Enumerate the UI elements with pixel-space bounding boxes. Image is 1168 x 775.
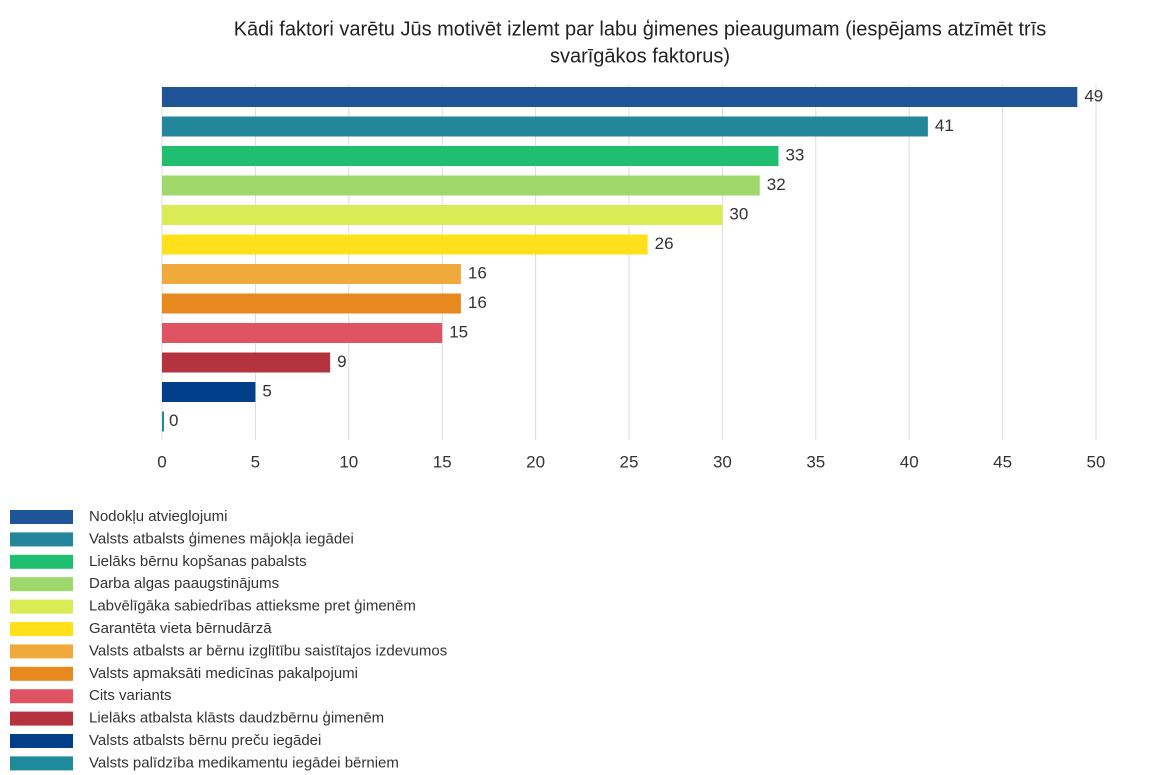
bar bbox=[162, 352, 331, 373]
x-tick-label: 20 bbox=[526, 452, 545, 471]
value-label: 9 bbox=[337, 352, 346, 371]
value-label: 16 bbox=[468, 263, 487, 282]
legend-label: Valsts atbalsts ģimenes mājokļa iegādei bbox=[89, 530, 354, 547]
bar bbox=[162, 382, 256, 402]
bar bbox=[162, 87, 1078, 107]
chart-title: Kādi faktori varētu Jūs motivēt izlemt p… bbox=[234, 18, 1047, 40]
value-label: 16 bbox=[468, 293, 487, 312]
x-tick-label: 45 bbox=[993, 452, 1012, 471]
x-tick-label: 15 bbox=[433, 452, 452, 471]
legend-label: Darba algas paaugstinājums bbox=[89, 575, 279, 592]
bar bbox=[162, 264, 461, 284]
value-label: 33 bbox=[785, 145, 804, 164]
value-label: 26 bbox=[655, 234, 674, 253]
bar bbox=[162, 293, 461, 314]
x-tick-label: 10 bbox=[339, 452, 358, 471]
legend-label: Cits variants bbox=[89, 687, 172, 704]
legend-swatch bbox=[10, 510, 73, 524]
x-tick-label: 50 bbox=[1087, 452, 1106, 471]
value-label: 5 bbox=[262, 381, 271, 400]
legend-label: Labvēlīgāka sabiedrības attieksme pret ģ… bbox=[89, 598, 416, 615]
x-tick-label: 35 bbox=[806, 452, 825, 471]
value-label: 30 bbox=[729, 204, 748, 223]
legend-label: Lielāks atbalsta klāsts daudzbērnu ģimen… bbox=[89, 710, 384, 727]
legend-label: Garantēta vieta bērnudārzā bbox=[89, 620, 272, 637]
bar bbox=[162, 205, 723, 225]
legend-label: Valsts atbalsts bērnu preču iegādei bbox=[89, 732, 321, 749]
legend-swatch bbox=[10, 644, 73, 659]
bar bbox=[162, 116, 928, 137]
legend-swatch bbox=[10, 666, 73, 681]
legend-swatch bbox=[10, 532, 73, 547]
bar bbox=[162, 234, 648, 255]
x-tick-label: 30 bbox=[713, 452, 732, 471]
value-label: 0 bbox=[169, 411, 178, 430]
legend-label: Lielāks bērnu kopšanas pabalsts bbox=[89, 553, 307, 570]
x-tick-label: 40 bbox=[900, 452, 919, 471]
legend-swatch bbox=[10, 689, 73, 704]
legend-swatch bbox=[10, 711, 73, 726]
x-tick-label: 0 bbox=[157, 452, 166, 471]
legend-swatch bbox=[10, 599, 73, 614]
bar bbox=[162, 411, 164, 432]
chart-title: svarīgākos faktorus) bbox=[550, 45, 730, 67]
value-label: 49 bbox=[1084, 86, 1103, 105]
bar bbox=[162, 323, 443, 343]
legend-label: Valsts atbalsts ar bērnu izglītību saist… bbox=[89, 642, 447, 659]
legend-swatch bbox=[10, 577, 73, 592]
x-tick-label: 25 bbox=[620, 452, 639, 471]
legend-swatch bbox=[10, 554, 73, 569]
value-label: 32 bbox=[767, 175, 786, 194]
bar bbox=[162, 146, 779, 166]
bar bbox=[162, 175, 760, 196]
x-tick-label: 5 bbox=[251, 452, 260, 471]
legend-swatch bbox=[10, 734, 73, 748]
legend-swatch bbox=[10, 622, 73, 636]
legend-label: Nodokļu atvieglojumi bbox=[89, 508, 227, 525]
legend-label: Valsts palīdzība medikamentu iegādei bēr… bbox=[89, 754, 399, 771]
legend-label: Valsts apmaksāti medicīnas pakalpojumi bbox=[89, 665, 358, 682]
value-label: 41 bbox=[935, 116, 954, 135]
legend-swatch bbox=[10, 756, 73, 771]
value-label: 15 bbox=[449, 322, 468, 341]
